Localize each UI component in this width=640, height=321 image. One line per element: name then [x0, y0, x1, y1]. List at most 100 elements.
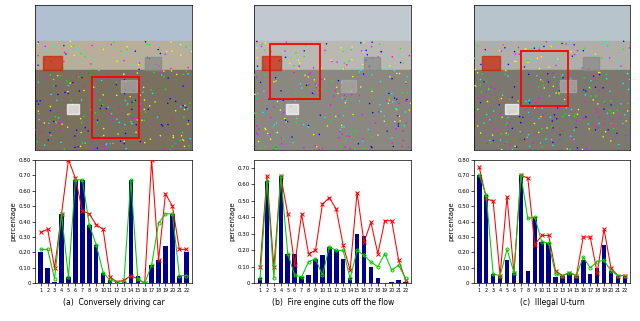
- Y-axis label: percentage: percentage: [229, 202, 236, 241]
- Point: [484, 86, 494, 91]
- Point: [524, 98, 534, 103]
- Point: [285, 61, 295, 66]
- Point: [269, 144, 280, 149]
- Point: [390, 119, 400, 124]
- Point: [579, 87, 589, 92]
- Bar: [136, 276, 140, 283]
- Point: [118, 72, 129, 77]
- Point: [90, 146, 100, 151]
- Point: [177, 133, 187, 138]
- Bar: [313, 259, 317, 283]
- Point: [537, 114, 547, 119]
- Point: [126, 82, 136, 87]
- Point: [53, 120, 63, 126]
- Point: [497, 93, 508, 98]
- Point: [560, 112, 570, 117]
- Point: [163, 75, 173, 81]
- Point: [260, 72, 270, 77]
- Point: [599, 122, 609, 127]
- Point: [584, 126, 595, 131]
- Point: [170, 108, 180, 113]
- Point: [273, 130, 283, 135]
- Bar: [518, 175, 523, 283]
- Point: [516, 120, 526, 125]
- Point: [374, 109, 385, 114]
- Point: [122, 103, 132, 108]
- Point: [607, 121, 617, 126]
- Point: [332, 59, 342, 65]
- Point: [515, 114, 525, 119]
- Point: [178, 72, 188, 77]
- Point: [49, 77, 59, 82]
- Point: [341, 98, 351, 103]
- Point: [522, 135, 532, 140]
- Text: (a)  Conversely driving car: (a) Conversely driving car: [63, 298, 164, 307]
- Point: [59, 59, 69, 64]
- Point: [252, 64, 262, 69]
- Point: [614, 66, 624, 72]
- Point: [356, 68, 366, 73]
- Point: [185, 136, 195, 141]
- Point: [51, 114, 61, 119]
- Point: [586, 93, 596, 99]
- Point: [185, 100, 195, 106]
- Point: [120, 131, 131, 136]
- Point: [40, 143, 50, 148]
- Point: [529, 42, 540, 48]
- Point: [367, 40, 377, 45]
- Point: [365, 101, 375, 106]
- Point: [312, 95, 323, 100]
- Point: [564, 113, 574, 118]
- Point: [330, 88, 340, 93]
- Point: [180, 105, 191, 110]
- Point: [46, 92, 56, 97]
- Point: [152, 54, 162, 59]
- Point: [112, 93, 122, 98]
- Point: [398, 60, 408, 65]
- Point: [315, 48, 325, 53]
- Point: [476, 77, 486, 82]
- Bar: [255, 70, 411, 150]
- Point: [59, 43, 69, 48]
- Point: [134, 67, 144, 72]
- Point: [99, 126, 109, 131]
- Point: [561, 105, 572, 110]
- Point: [45, 108, 56, 113]
- Point: [51, 119, 61, 125]
- Point: [479, 120, 489, 126]
- Point: [319, 76, 330, 82]
- Point: [593, 125, 603, 130]
- Bar: [43, 56, 62, 70]
- Point: [366, 68, 376, 73]
- Point: [480, 47, 490, 52]
- Point: [486, 85, 496, 90]
- Point: [472, 70, 483, 75]
- Bar: [491, 274, 495, 283]
- Point: [174, 40, 184, 45]
- Point: [354, 69, 364, 74]
- Bar: [390, 282, 394, 283]
- Point: [520, 46, 531, 51]
- Point: [106, 42, 116, 47]
- Point: [60, 90, 70, 95]
- Point: [39, 120, 49, 126]
- Point: [358, 72, 369, 77]
- Point: [250, 110, 260, 116]
- Point: [265, 132, 275, 137]
- Point: [74, 74, 84, 79]
- Point: [539, 44, 549, 49]
- Point: [572, 118, 582, 124]
- Point: [299, 54, 309, 59]
- Point: [294, 60, 305, 65]
- Point: [167, 117, 177, 122]
- Point: [569, 128, 579, 133]
- Point: [314, 147, 324, 152]
- Bar: [560, 80, 575, 92]
- Point: [566, 76, 576, 82]
- Point: [612, 108, 623, 113]
- Point: [99, 47, 109, 52]
- Point: [136, 54, 147, 59]
- Point: [293, 66, 303, 71]
- Point: [376, 49, 386, 54]
- Point: [389, 68, 399, 73]
